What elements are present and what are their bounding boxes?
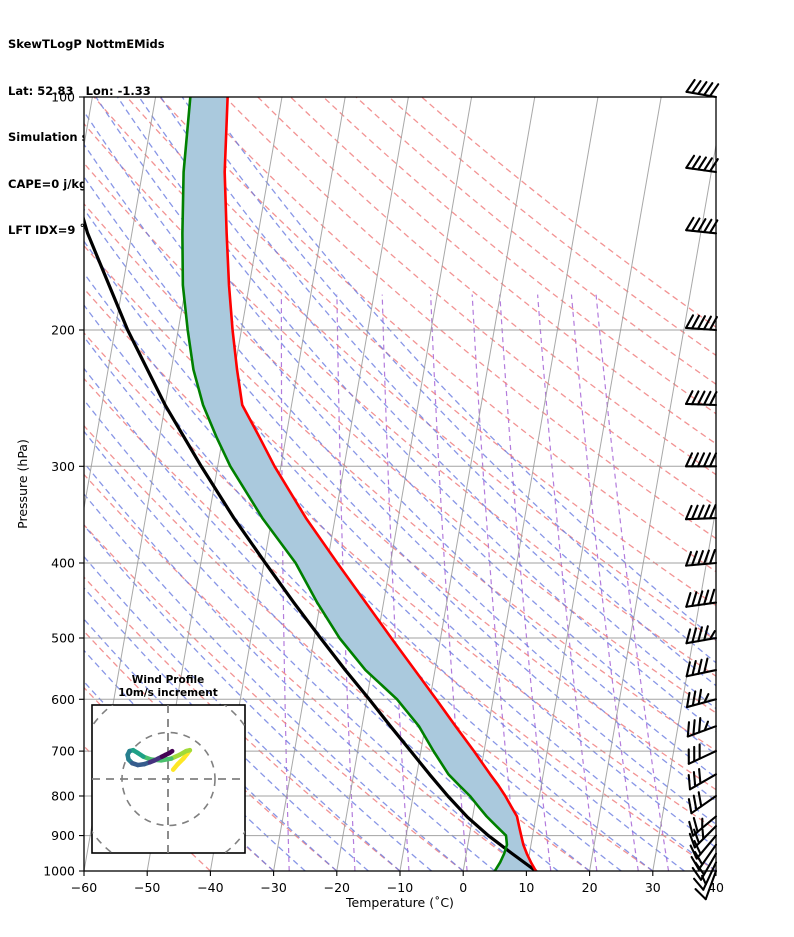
x-tick-label: 20 (582, 880, 598, 895)
wind-barb (688, 825, 718, 849)
dry-adiabat-lines (84, 97, 716, 871)
wind-barb (687, 767, 718, 791)
y-tick-label: 800 (51, 788, 75, 803)
wind-barb (687, 743, 718, 765)
header-line-title: SkewTLogP NottmEMids (8, 37, 165, 51)
parcel-curve (84, 215, 538, 871)
y-tick-label: 500 (51, 631, 75, 646)
hodograph-trace (125, 747, 193, 772)
wind-barbs (684, 78, 720, 901)
y-axis-title: Pressure (hPa) (15, 439, 30, 529)
x-axis-ticks: −60 −50 −40 −30 −20 −10 0 10 20 30 40 (71, 871, 724, 895)
wind-profile-inset: Wind Profile 10m/s increment (91, 674, 246, 854)
inset-title-line1: Wind Profile (132, 674, 204, 686)
x-tick-label: −30 (260, 880, 286, 895)
x-tick-label: 10 (518, 880, 534, 895)
x-tick-label: 40 (708, 880, 724, 895)
wind-barb (685, 154, 719, 174)
wind-barb (685, 588, 718, 608)
wind-barb (686, 717, 718, 738)
inset-title-line2: 10m/s increment (118, 687, 217, 699)
y-tick-label: 900 (51, 828, 75, 843)
background-isopleths (84, 97, 716, 871)
profile-layer (84, 97, 538, 871)
y-tick-label: 400 (51, 555, 75, 570)
wind-barb (690, 843, 718, 871)
moisture-shading (182, 97, 536, 871)
wind-barb (685, 625, 718, 645)
hodograph-content (92, 705, 245, 853)
wind-barb (689, 834, 718, 860)
isotherm-lines (84, 97, 716, 871)
y-tick-label: 600 (51, 692, 75, 707)
x-axis-title: Temperature (˚C) (345, 895, 454, 910)
x-tick-label: 30 (645, 880, 661, 895)
temperature-curve (223, 97, 538, 871)
y-tick-label: 300 (51, 459, 75, 474)
wind-barb (687, 791, 718, 815)
x-tick-label: −40 (197, 880, 223, 895)
wind-barb (684, 504, 718, 521)
x-tick-label: −60 (71, 880, 97, 895)
wind-barb (684, 452, 718, 468)
y-tick-label: 700 (51, 744, 75, 759)
y-tick-label: 200 (51, 322, 75, 337)
x-tick-label: −50 (134, 880, 160, 895)
wind-barb (694, 869, 718, 901)
dewpoint-curve (181, 97, 509, 871)
header-line-latlon: Lat: 52.83 Lon: -1.33 (8, 83, 151, 98)
wind-barb (685, 548, 718, 567)
wind-barb (685, 78, 720, 99)
x-tick-label: −10 (387, 880, 413, 895)
y-axis-ticks: 100 200 300 400 500 600 700 800 900 1000 (43, 90, 84, 879)
wind-barb (685, 657, 718, 678)
wind-barb (685, 688, 718, 709)
x-tick-label: −20 (324, 880, 350, 895)
wind-barb (688, 815, 718, 837)
y-tick-label: 100 (51, 90, 75, 105)
y-tick-label: 1000 (43, 864, 75, 879)
x-tick-label: 0 (459, 880, 467, 895)
